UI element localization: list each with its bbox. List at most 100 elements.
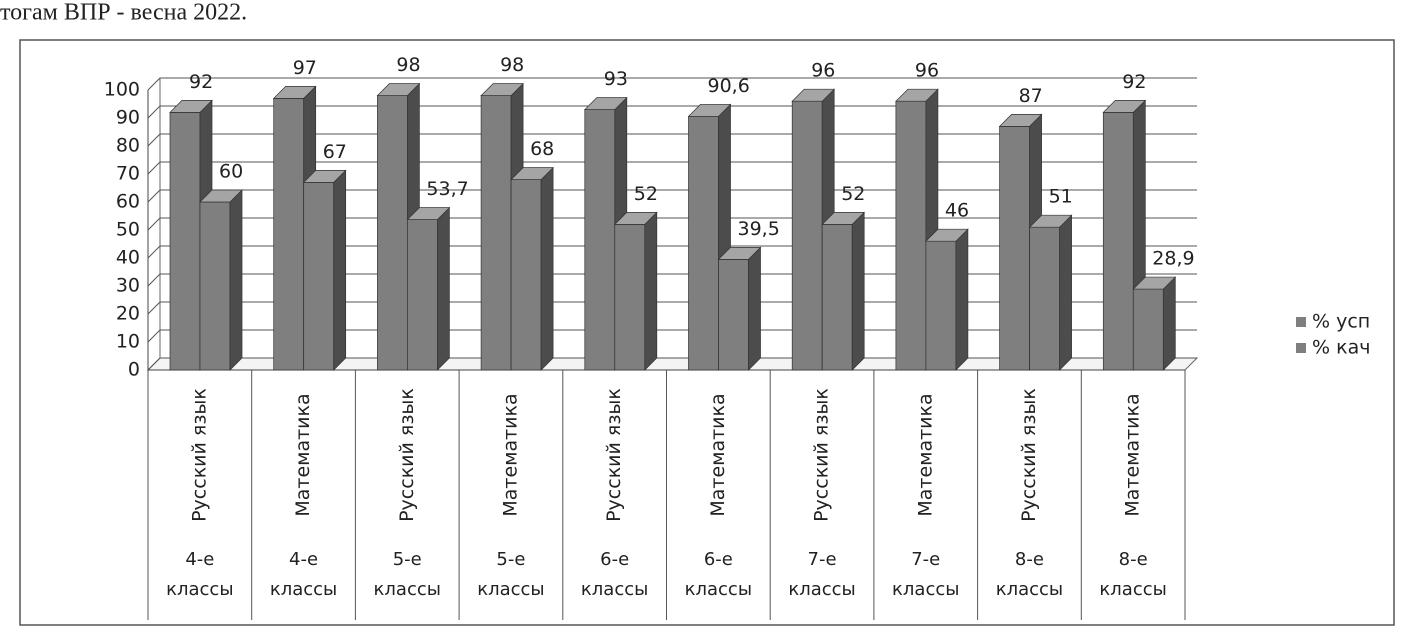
x-tick-label: Русский язык [1018,388,1040,522]
bar [614,224,646,371]
bar [821,224,853,371]
bar-top [480,83,524,96]
bar-top [583,97,628,110]
bar [1102,112,1134,371]
data-label: 90,6 [708,75,750,97]
bar [584,109,616,371]
bar-side [1059,214,1072,371]
bar-top [1028,214,1073,228]
grid-line [147,105,1197,119]
x-tick-label: Математика [292,393,314,516]
x-tick-label: Русский язык [603,388,625,522]
bar-side [748,246,761,371]
bar [999,126,1030,371]
bar [895,100,927,371]
category-group-label: 7-е классы [892,549,960,600]
x-tick-label: Математика [499,393,521,516]
bar-top [821,212,866,225]
data-label: 98 [500,54,524,76]
y-tick-label: 20 [116,303,140,325]
x-tick-label: Математика [707,393,729,516]
y-tick-label: 100 [104,79,140,101]
bar-top [895,88,939,102]
legend-swatch [1296,317,1306,327]
bar-top [925,228,969,242]
x-tick-label: Математика [914,393,936,516]
data-label: 96 [915,60,939,82]
grid-line [147,189,1197,203]
data-label: 52 [841,183,865,205]
y-tick-label: 40 [116,247,140,269]
category-group-label: 8-е классы [1099,549,1167,600]
category-group-label: 6-е классы [580,549,649,600]
legend-swatch [1296,343,1306,353]
data-label: 51 [1049,186,1073,208]
category-group-label: 4-е классы [166,549,234,600]
y-tick-label: 80 [116,135,140,157]
bar-top [199,189,243,203]
data-label: 68 [530,138,554,160]
grid-line [147,161,1197,175]
y-tick-label: 70 [116,163,140,185]
bar-top [791,88,836,102]
bar [688,115,719,371]
y-tick-label: 30 [116,275,140,297]
bar [169,112,201,371]
data-label: 39,5 [738,218,780,240]
bar-top [406,207,451,220]
bar-side [540,166,554,371]
data-label: 97 [293,57,317,79]
bar [1132,288,1164,371]
bar [925,240,957,371]
bar-top [376,83,421,96]
bar-side [333,169,347,371]
bar-side [229,189,243,371]
chart-frame [19,39,1395,626]
bar [199,201,231,371]
category-group-label: 4-е классы [269,549,338,600]
data-label: 96 [811,60,835,82]
bar [510,179,542,371]
chart-title: тогам ВПР - весна 2022. [0,0,247,26]
data-label: 67 [323,141,347,163]
bar-side [437,206,450,371]
y-tick-label: 0 [128,359,140,381]
category-group-label: 8-е классы [995,549,1064,600]
x-tick-label: Математика [1122,393,1144,516]
bar-top [717,247,762,260]
data-label: 52 [634,183,658,205]
category-group-label: 5-е классы [477,549,545,600]
bar-side [851,211,865,371]
bar-top [302,170,347,183]
data-label: 53,7 [426,178,468,200]
bar [377,95,408,371]
bar-side [1162,276,1176,371]
bar-top [1132,276,1177,290]
y-tick-label: 60 [116,191,140,213]
data-label: 28,9 [1152,248,1194,270]
x-tick-label: Русский язык [396,388,418,522]
bar [791,100,823,371]
bar-top [1102,100,1147,113]
category-group-label: 5-е классы [373,549,441,600]
y-tick-label: 90 [116,107,140,129]
bar-top [998,114,1043,127]
data-label: 93 [604,68,628,90]
bar-top [169,100,213,113]
legend-label: % усп [1312,311,1370,333]
bar [273,98,305,371]
data-label: 46 [945,200,969,222]
bar [303,182,335,371]
y-tick-label: 10 [116,331,140,353]
bar [1029,226,1060,371]
data-label: 98 [396,54,420,76]
bar [407,219,438,371]
data-label: 87 [1019,85,1043,107]
data-label: 92 [189,71,213,93]
bar-side [955,228,969,371]
category-group-label: 7-е классы [788,549,856,600]
data-label: 92 [1122,71,1146,93]
bar [718,259,749,371]
x-tick-label: Русский язык [811,388,833,522]
